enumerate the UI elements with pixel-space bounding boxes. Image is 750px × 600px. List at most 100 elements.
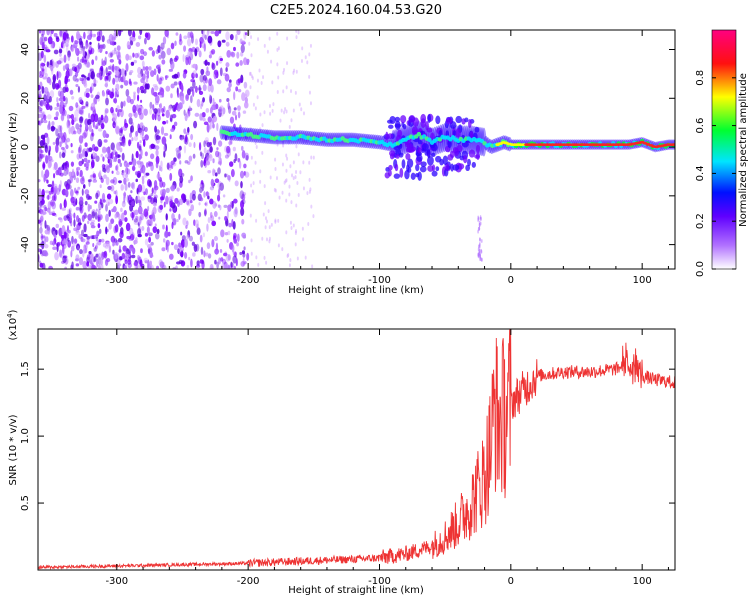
noise-speck: [185, 132, 190, 136]
noise-speck: [139, 122, 144, 127]
noise-speck: [308, 177, 311, 182]
noise-speck: [309, 43, 312, 48]
noise-speck: [156, 74, 159, 82]
noise-speck: [263, 255, 266, 260]
noise-speck: [110, 179, 115, 184]
noise-speck: [78, 135, 84, 144]
noise-speck: [48, 160, 52, 168]
noise-speck: [59, 141, 62, 148]
noise-speck: [139, 129, 144, 139]
noise-speck: [39, 119, 42, 127]
noise-speck: [179, 33, 182, 42]
spectrogram-x-tick-label: 0: [508, 275, 514, 286]
signal-blob: [405, 153, 411, 160]
signal-blob: [385, 167, 390, 172]
noise-speck: [250, 74, 253, 79]
noise-speck: [480, 216, 482, 221]
noise-speck: [135, 150, 139, 159]
noise-speck: [148, 214, 153, 220]
noise-speck: [234, 206, 238, 215]
noise-speck: [52, 80, 56, 90]
noise-speck: [58, 184, 62, 192]
noise-speck: [201, 33, 205, 39]
noise-speck: [143, 108, 148, 116]
noise-speck: [115, 90, 119, 98]
noise-speck: [47, 154, 51, 160]
noise-speck: [133, 218, 138, 223]
noise-speck: [160, 42, 165, 50]
noise-speck: [180, 231, 183, 236]
noise-speck: [214, 172, 218, 177]
signal-blob: [410, 172, 416, 180]
noise-speck: [93, 83, 97, 87]
noise-speck: [207, 61, 210, 66]
noise-speck: [149, 101, 153, 109]
noise-speck: [204, 34, 207, 40]
noise-speck: [165, 109, 170, 119]
noise-speck: [67, 237, 70, 242]
signal-blob: [415, 173, 420, 178]
noise-speck: [129, 98, 135, 105]
noise-speck: [183, 145, 187, 154]
noise-speck: [148, 46, 154, 51]
noise-speck: [150, 143, 154, 149]
noise-speck: [171, 221, 174, 230]
noise-speck: [281, 190, 284, 195]
noise-speck: [137, 215, 142, 224]
noise-speck: [100, 67, 104, 77]
noise-speck: [234, 180, 239, 187]
noise-speck: [48, 64, 53, 69]
noise-speck: [40, 233, 44, 241]
noise-speck: [204, 201, 209, 207]
snr-x-tick-label: -100: [368, 576, 391, 587]
noise-speck: [199, 151, 203, 157]
noise-speck: [170, 160, 175, 165]
noise-speck: [81, 56, 85, 64]
noise-speck: [39, 100, 43, 107]
snr-exponent-suffix: ): [8, 309, 19, 313]
noise-speck: [71, 118, 75, 126]
noise-speck: [264, 225, 267, 230]
noise-speck: [477, 253, 480, 258]
noise-speck: [166, 162, 170, 170]
noise-speck: [207, 116, 212, 123]
noise-speck: [144, 83, 149, 90]
noise-speck: [276, 142, 279, 147]
noise-speck: [301, 46, 304, 51]
noise-speck: [101, 202, 104, 209]
noise-speck: [81, 105, 86, 109]
noise-speck: [116, 45, 121, 51]
noise-speck: [265, 260, 268, 265]
noise-speck: [114, 213, 118, 219]
noise-speck: [82, 132, 87, 139]
noise-speck: [194, 48, 198, 57]
snr-frame: [37, 328, 676, 571]
noise-speck: [199, 234, 203, 243]
noise-speck: [51, 121, 55, 126]
noise-speck: [119, 147, 123, 153]
noise-speck: [175, 32, 179, 36]
noise-speck: [110, 106, 114, 114]
noise-speck: [108, 162, 113, 168]
noise-speck: [130, 125, 135, 133]
signal-blob: [402, 123, 407, 130]
noise-speck: [174, 103, 178, 108]
noise-speck: [112, 113, 118, 121]
signal-blob: [406, 143, 414, 154]
noise-speck: [100, 258, 103, 266]
noise-speck: [122, 245, 127, 252]
noise-speck: [302, 160, 305, 165]
noise-speck: [254, 106, 257, 111]
noise-speck: [193, 243, 198, 252]
noise-speck: [203, 121, 209, 126]
noise-speck: [246, 252, 250, 261]
signal-blob: [388, 169, 392, 177]
noise-speck: [137, 228, 142, 236]
signal-peak: [671, 143, 675, 147]
noise-speck: [141, 128, 144, 137]
noise-speck: [66, 63, 70, 69]
noise-speck: [220, 229, 225, 238]
noise-speck: [111, 65, 114, 72]
noise-speck: [86, 76, 90, 81]
